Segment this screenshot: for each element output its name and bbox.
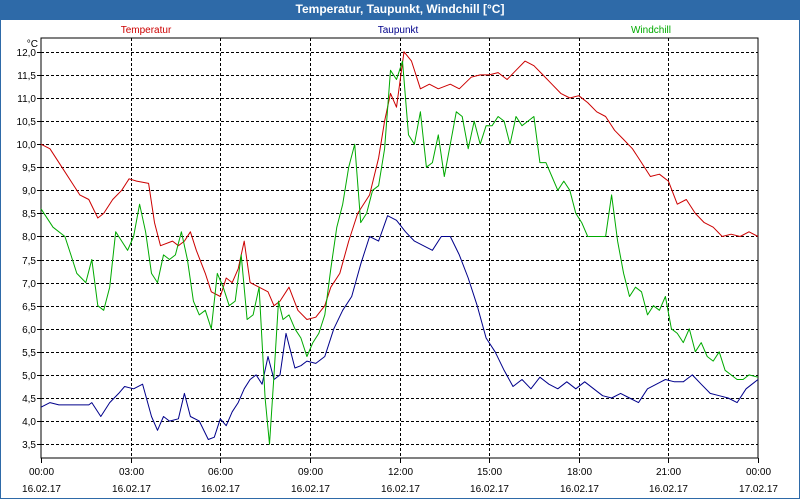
x-tick-date-label: 16.02.17 (22, 484, 61, 495)
y-tick-label: 6,5 (22, 302, 36, 313)
plot-area (40, 37, 759, 459)
series-line-temperatur (40, 51, 759, 320)
x-tick-time-label: 06:00 (208, 467, 233, 478)
y-tick-label: 8,5 (22, 209, 36, 220)
chart-frame: 3,5 4,0 4,5 5,0 5,5 6,0 6,5 7,0 7,5 8,0 8,5 9,0 9,5 1… (0, 20, 800, 499)
x-tick-date-label: 16.02.17 (291, 484, 330, 495)
y-tick-label: 4,0 (22, 417, 36, 428)
y-tick-label: 5,0 (22, 371, 36, 382)
x-tick-time-label: 18:00 (567, 467, 592, 478)
x-tick-date-label: 16.02.17 (560, 484, 599, 495)
legend-entry-windchill: Windchill (631, 25, 671, 36)
x-tick-time-label: 03:00 (119, 467, 144, 478)
x-tick-date-label: 17.02.17 (739, 484, 778, 495)
series-line-windchill (40, 60, 759, 445)
y-tick-label: 8,0 (22, 232, 36, 243)
series-line-taupunkt (40, 215, 759, 440)
y-tick-label: 10,0 (17, 140, 37, 151)
x-tick-date-label: 16.02.17 (649, 484, 688, 495)
y-tick-label: 3,5 (22, 440, 36, 451)
y-tick-label: 7,0 (22, 279, 36, 290)
x-tick-date-label: 16.02.17 (381, 484, 420, 495)
x-tick-date-label: 16.02.17 (201, 484, 240, 495)
legend-entry-taupunkt: Taupunkt (378, 25, 419, 36)
y-tick-label: 7,5 (22, 256, 36, 267)
line-chart: 3,5 4,0 4,5 5,0 5,5 6,0 6,5 7,0 7,5 8,0 8,5 9,0 9,5 1… (17, 25, 779, 495)
y-tick-label: 5,5 (22, 348, 36, 359)
window-title: Temperatur, Taupunkt, Windchill [°C] (0, 0, 800, 20)
x-tick-time-label: 09:00 (298, 467, 323, 478)
y-tick-label: 9,5 (22, 163, 36, 174)
x-tick-time-label: 00:00 (746, 467, 771, 478)
x-tick-time-label: 12:00 (388, 467, 413, 478)
x-tick-time-label: 15:00 (477, 467, 502, 478)
y-tick-label: 11,0 (17, 94, 36, 105)
y-tick-label: 6,0 (22, 325, 36, 336)
y-axis-label: °C (27, 39, 38, 50)
x-tick-time-label: 21:00 (656, 467, 681, 478)
y-tick-label: 11,5 (17, 71, 36, 82)
y-tick-label: 10,5 (17, 117, 37, 128)
x-tick-date-label: 16.02.17 (470, 484, 509, 495)
x-tick-time-label: 00:00 (29, 467, 54, 478)
y-tick-label: 12,0 (17, 48, 37, 59)
y-tick-label: 9,0 (22, 186, 36, 197)
y-tick-label: 4,5 (22, 394, 36, 405)
legend-entry-temperatur: Temperatur (121, 25, 172, 36)
x-tick-date-label: 16.02.17 (112, 484, 151, 495)
